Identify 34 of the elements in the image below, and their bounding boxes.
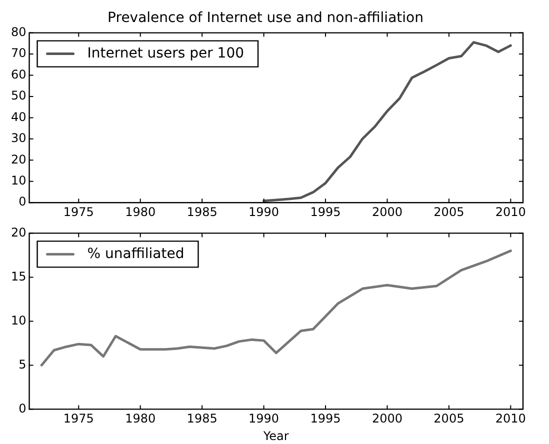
x-tick-label: 1980 (125, 412, 156, 426)
x-tick-label: 1990 (248, 412, 280, 426)
y-tick-label: 60 (10, 67, 26, 82)
x-tick-label: 1995 (310, 204, 341, 219)
chart-title: Prevalence of Internet use and non-affiliation (108, 10, 424, 26)
y-tick-label: 0 (18, 194, 26, 209)
y-tick-label: 40 (10, 110, 26, 124)
x-tick-label: 1990 (248, 204, 280, 219)
x-tick-label: 1980 (125, 204, 156, 219)
x-tick-label: 2010 (495, 412, 526, 426)
x-tick-label: 1975 (63, 204, 94, 219)
y-tick-label: 15 (10, 269, 26, 284)
y-tick-label: 20 (10, 152, 26, 166)
x-tick-label: 1985 (186, 204, 218, 219)
x-tick-label: 2005 (434, 204, 464, 219)
y-tick-label: 20 (10, 225, 26, 240)
x-axis-title: Year (262, 428, 289, 443)
y-tick-label: 70 (10, 46, 26, 60)
y-tick-label: 50 (10, 88, 26, 103)
y-tick-label: 80 (10, 24, 26, 39)
y-tick-label: 10 (10, 174, 26, 188)
x-tick-label: 1995 (310, 412, 341, 426)
x-tick-label: 1985 (186, 412, 218, 426)
legend-label: % unaffiliated (87, 246, 184, 262)
y-tick-label: 10 (10, 313, 26, 328)
y-tick-label: 5 (18, 357, 26, 372)
x-tick-label: 2000 (372, 412, 402, 426)
legend-label: Internet users per 100 (87, 45, 244, 62)
y-tick-label: 30 (10, 131, 26, 146)
x-tick-label: 2010 (495, 204, 526, 219)
x-tick-label: 1975 (63, 412, 94, 426)
y-tick-label: 0 (18, 401, 26, 416)
x-tick-label: 2005 (434, 412, 464, 426)
x-tick-label: 2000 (372, 204, 402, 219)
